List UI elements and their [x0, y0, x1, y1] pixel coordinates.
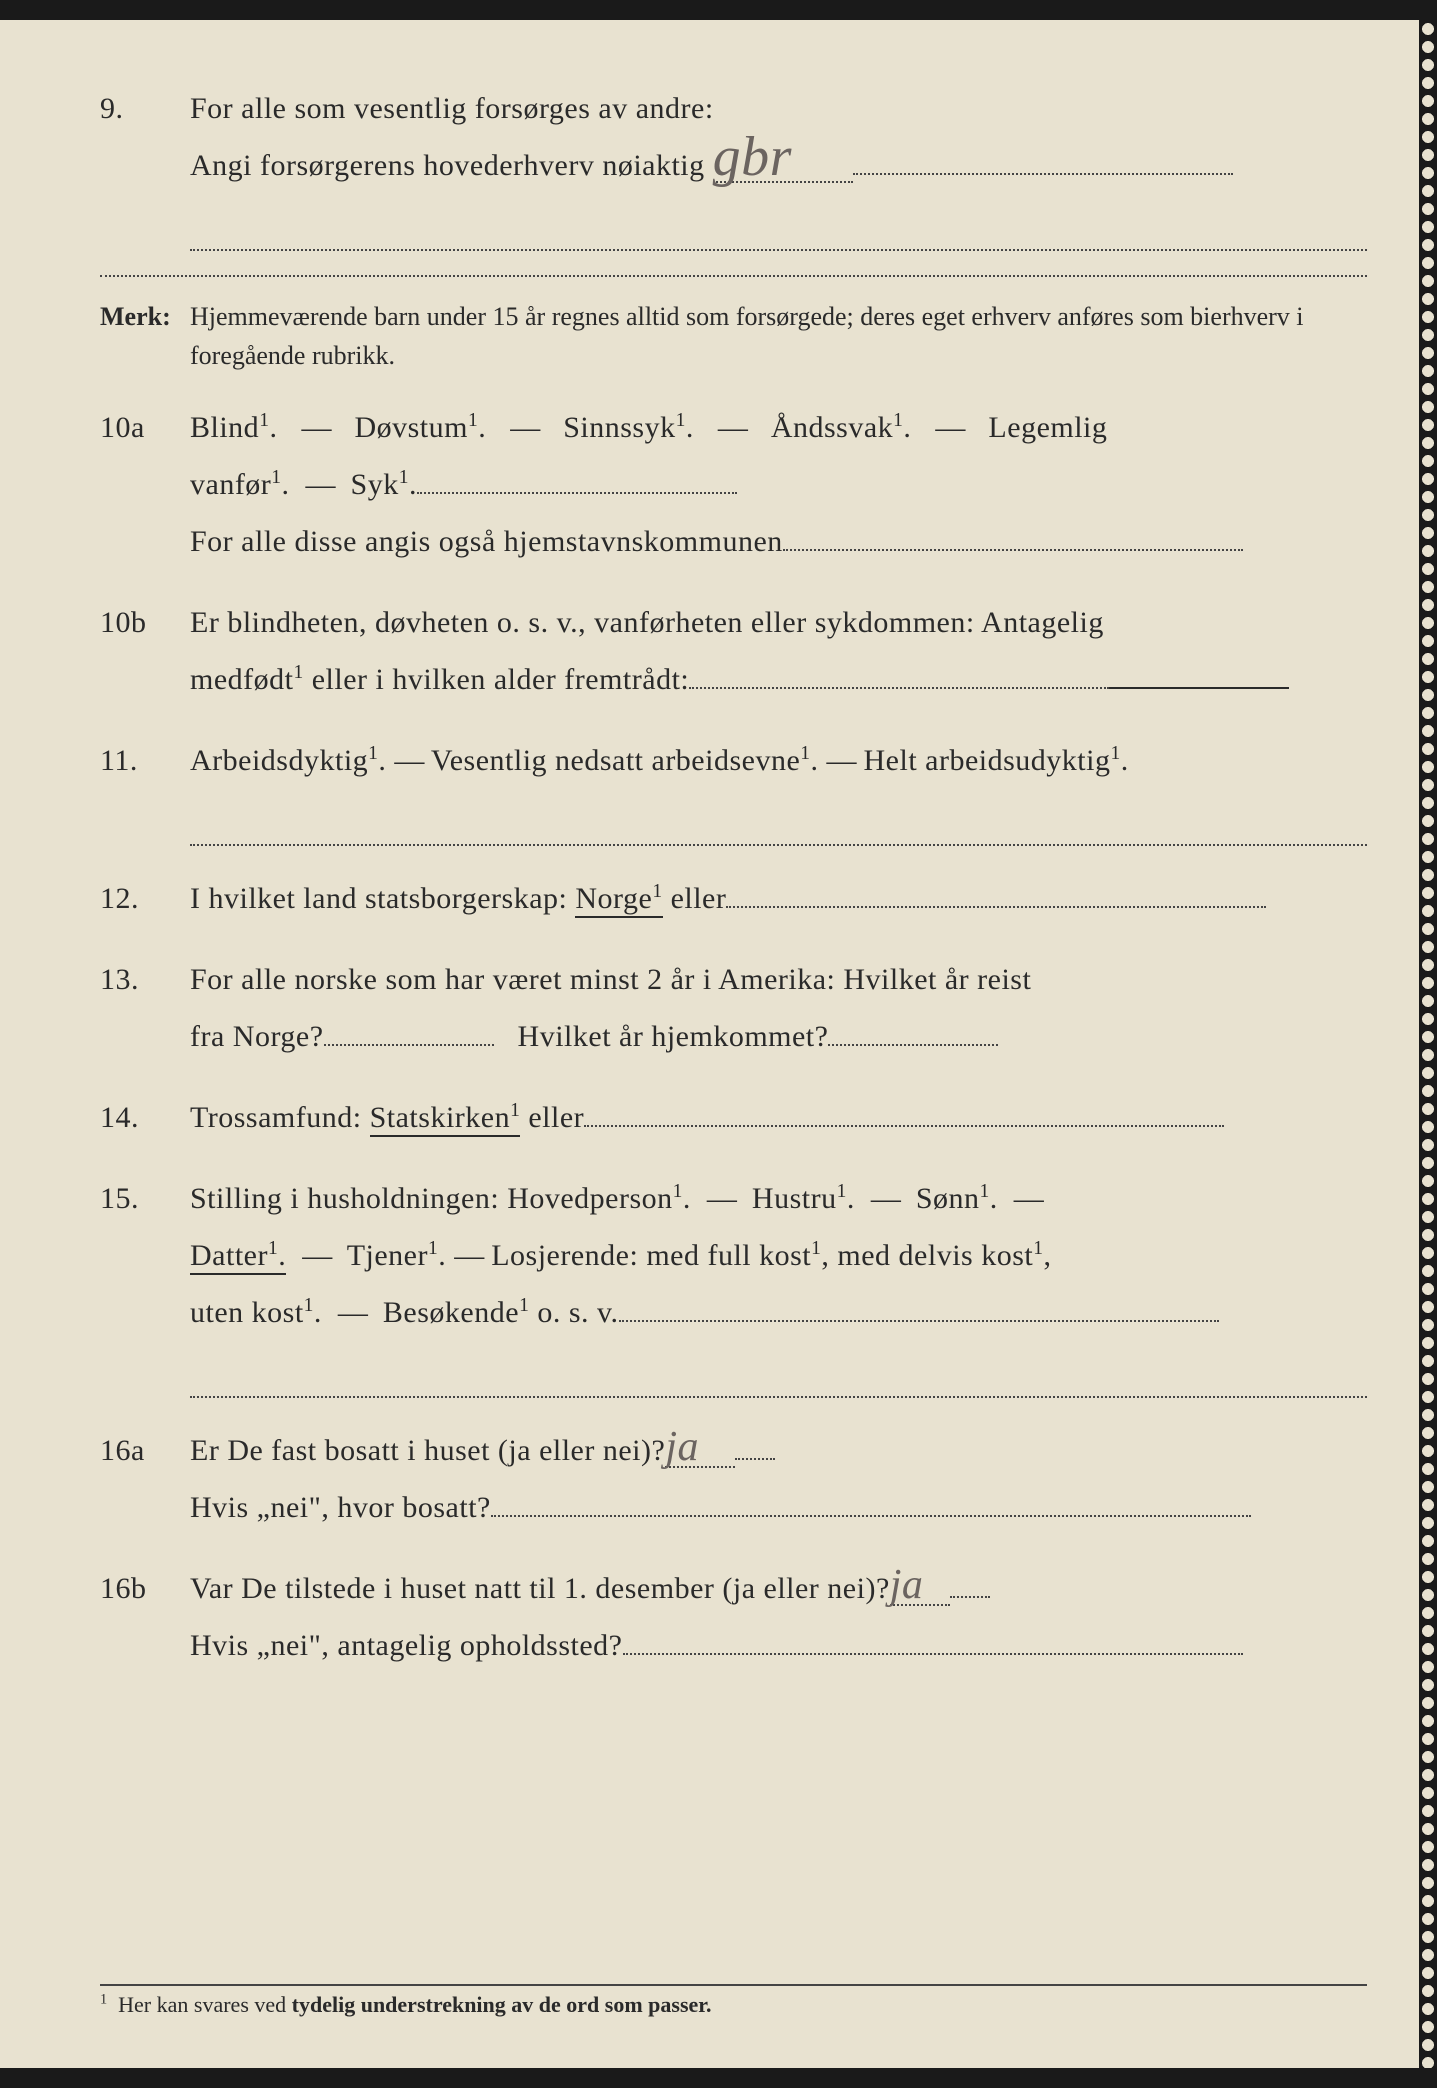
q16b-line1: Var De tilstede i huset natt til 1. dese…	[190, 1560, 1367, 1617]
q10a-options: Blind1. — Døvstum1. — Sinnssyk1. — Åndss…	[190, 399, 1367, 456]
q15-line3: uten kost1. — Besøkende1 o. s. v.	[190, 1284, 1367, 1341]
question-16b: 16b Var De tilstede i huset natt til 1. …	[100, 1560, 1367, 1674]
question-number: 12.	[100, 870, 190, 927]
q15-line2: Datter1. — Tjener1. — Losjerende: med fu…	[190, 1227, 1367, 1284]
blank-line	[190, 1341, 1367, 1398]
q16b-line2: Hvis „nei", antagelig opholdssted?	[190, 1617, 1367, 1674]
question-number: 14.	[100, 1089, 190, 1146]
q13-line1: For alle norske som har været minst 2 år…	[190, 951, 1367, 1008]
q16a-handwritten: ja	[665, 1437, 699, 1458]
document-page: 9. For alle som vesentlig forsørges av a…	[0, 20, 1437, 2068]
merk-label: Merk:	[100, 297, 190, 375]
question-15: 15. Stilling i husholdningen: Hovedperso…	[100, 1170, 1367, 1398]
question-number: 16b	[100, 1560, 190, 1674]
question-number: 16a	[100, 1422, 190, 1536]
question-9: 9. For alle som vesentlig forsørges av a…	[100, 80, 1367, 251]
divider	[100, 275, 1367, 277]
blank-line	[190, 194, 1367, 251]
q9-handwritten: gbr	[713, 143, 792, 171]
blank-line	[190, 789, 1367, 846]
question-number: 13.	[100, 951, 190, 1065]
q15-line1: Stilling i husholdningen: Hovedperson1. …	[190, 1170, 1367, 1227]
q9-line2: Angi forsørgerens hovederhverv nøiaktig …	[190, 137, 1367, 194]
q13-line2: fra Norge? Hvilket år hjemkommet?	[190, 1008, 1367, 1065]
question-12: 12. I hvilket land statsborgerskap: Norg…	[100, 870, 1367, 927]
q10b-line2: medfødt1 eller i hvilken alder fremtrådt…	[190, 651, 1367, 708]
question-number: 10b	[100, 594, 190, 708]
q16a-line2: Hvis „nei", hvor bosatt?	[190, 1479, 1367, 1536]
q16a-line1: Er De fast bosatt i huset (ja eller nei)…	[190, 1422, 1367, 1479]
q10a-line3: For alle disse angis også hjemstavnskomm…	[190, 513, 1367, 570]
q11-options: Arbeidsdyktig1. — Vesentlig nedsatt arbe…	[190, 732, 1367, 789]
question-number: 11.	[100, 732, 190, 846]
q14-underlined: Statskirken1	[370, 1101, 521, 1137]
q12-content: I hvilket land statsborgerskap: Norge1 e…	[190, 870, 1367, 927]
question-11: 11. Arbeidsdyktig1. — Vesentlig nedsatt …	[100, 732, 1367, 846]
q16b-handwritten: ja	[890, 1575, 924, 1596]
merk-note: Merk: Hjemmeværende barn under 15 år reg…	[100, 297, 1367, 375]
question-number: 10a	[100, 399, 190, 570]
question-10b: 10b Er blindheten, døvheten o. s. v., va…	[100, 594, 1367, 708]
question-number: 9.	[100, 80, 190, 251]
q14-content: Trossamfund: Statskirken1 eller	[190, 1089, 1367, 1146]
question-number: 15.	[100, 1170, 190, 1398]
question-14: 14. Trossamfund: Statskirken1 eller	[100, 1089, 1367, 1146]
question-10a: 10a Blind1. — Døvstum1. — Sinnssyk1. — Å…	[100, 399, 1367, 570]
q10a-options-2: vanfør1. — Syk1.	[190, 456, 1367, 513]
q10b-line1: Er blindheten, døvheten o. s. v., vanfør…	[190, 594, 1367, 651]
question-16a: 16a Er De fast bosatt i huset (ja eller …	[100, 1422, 1367, 1536]
q12-underlined: Norge1	[575, 882, 662, 918]
question-13: 13. For alle norske som har været minst …	[100, 951, 1367, 1065]
q15-underlined: Datter1.	[190, 1239, 286, 1275]
footnote: 1 Her kan svares ved tydelig understrekn…	[100, 1984, 1367, 2018]
merk-text: Hjemmeværende barn under 15 år regnes al…	[190, 297, 1367, 375]
